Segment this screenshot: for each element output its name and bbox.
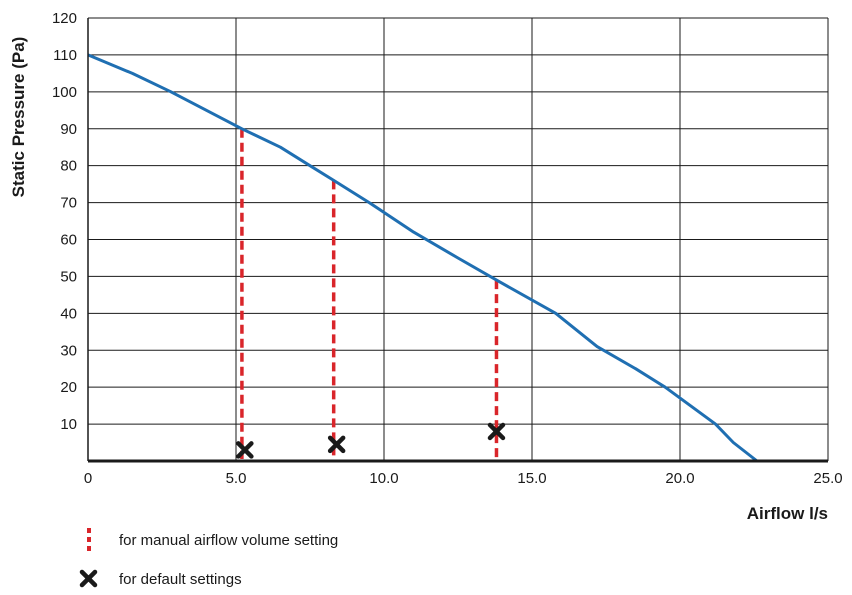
y-tick-label: 20 xyxy=(60,379,77,396)
x-axis-title: Airflow l/s xyxy=(747,504,828,523)
x-tick-label: 10.0 xyxy=(369,470,398,487)
x-mark-icon xyxy=(79,569,98,588)
legend-item-manual: for manual airflow volume setting xyxy=(87,528,338,552)
y-tick-label: 30 xyxy=(60,342,77,359)
x-tick-label: 25.0 xyxy=(813,470,842,487)
y-tick-label: 80 xyxy=(60,158,77,175)
y-tick-label: 60 xyxy=(60,232,77,249)
legend-label-default: for default settings xyxy=(119,571,242,588)
y-tick-label: 40 xyxy=(60,305,77,322)
axes xyxy=(87,18,828,463)
x-tick-labels: 0 5.0 10.0 15.0 20.0 25.0 xyxy=(84,470,843,487)
y-tick-label: 120 xyxy=(52,10,77,27)
legend-item-default: for default settings xyxy=(79,569,242,588)
fan-curve xyxy=(87,53,758,463)
y-tick-labels: 10 20 30 40 50 60 70 80 90 100 110 120 xyxy=(52,10,77,433)
y-tick-label: 90 xyxy=(60,121,77,138)
y-tick-label: 70 xyxy=(60,195,77,212)
y-tick-label: 10 xyxy=(60,416,77,433)
manual-setting-lines xyxy=(240,128,499,459)
x-tick-label: 0 xyxy=(84,470,92,487)
x-tick-label: 5.0 xyxy=(226,470,247,487)
y-tick-label: 100 xyxy=(52,84,77,101)
default-setting-mark-1 xyxy=(327,435,346,454)
default-setting-mark-2 xyxy=(487,422,506,441)
grid xyxy=(88,17,829,461)
legend-label-manual: for manual airflow volume setting xyxy=(119,532,338,549)
series-line-0 xyxy=(87,53,758,463)
y-tick-label: 110 xyxy=(53,47,77,64)
legend: for manual airflow volume setting for de… xyxy=(79,528,338,588)
y-axis-title: Static Pressure (Pa) xyxy=(9,37,28,198)
x-tick-label: 20.0 xyxy=(665,470,694,487)
default-setting-marks xyxy=(236,422,506,459)
y-tick-label: 50 xyxy=(60,268,77,285)
default-setting-mark-0 xyxy=(236,441,254,459)
x-tick-label: 15.0 xyxy=(517,470,546,487)
